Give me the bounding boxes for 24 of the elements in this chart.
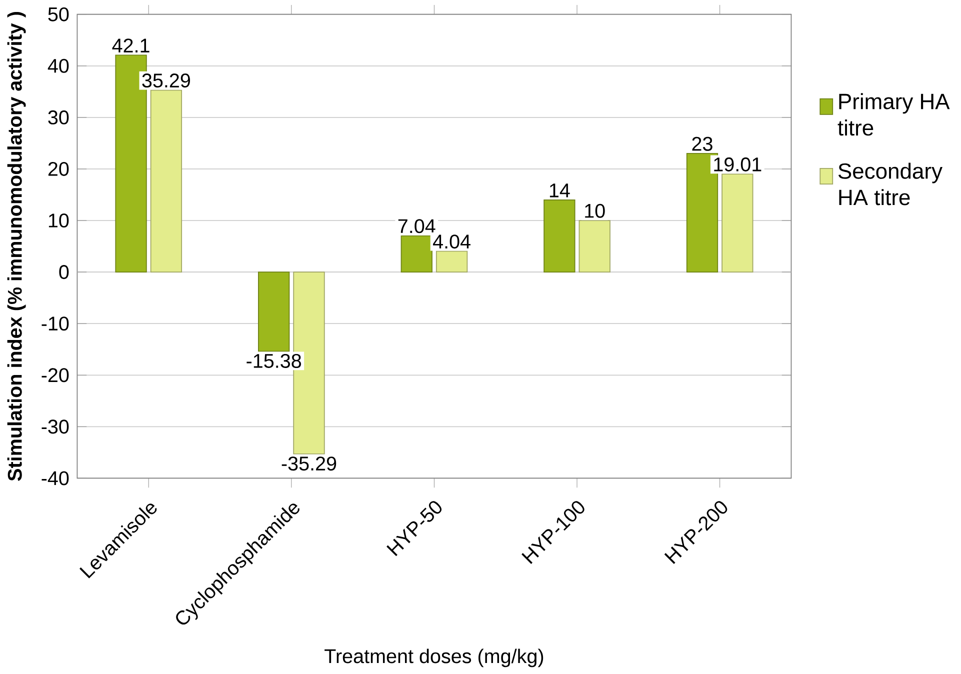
data-label: 42.1	[112, 38, 150, 52]
data-label: 4.04	[432, 234, 470, 248]
legend-label: Secondary HA titre	[838, 162, 942, 206]
y-tick-label: 50	[48, 7, 69, 22]
y-tick-label: -20	[42, 368, 69, 382]
data-label: 10	[585, 204, 605, 218]
legend-label: Primary HA titre	[838, 92, 950, 136]
y-tick-label: -10	[42, 316, 69, 330]
y-axis-title: Stimulation index (% immunomodulatory activity )	[7, 12, 26, 481]
y-tick-label: -40	[42, 470, 69, 486]
data-label: 7.04	[398, 218, 436, 233]
data-label: -15.38	[246, 354, 301, 368]
x-axis-title: Treatment doses (mg/kg)	[324, 648, 544, 667]
data-label: 23	[692, 136, 712, 151]
data-label: 19.01	[714, 157, 762, 172]
data-label: 35.29	[142, 73, 190, 88]
y-tick-label: 10	[48, 213, 69, 228]
y-tick-label: 30	[48, 110, 69, 124]
y-tick-label: 40	[48, 58, 69, 73]
data-label: -35.29	[282, 456, 336, 470]
data-label: 14	[550, 183, 570, 198]
y-tick-label: 20	[48, 162, 69, 176]
y-tick-label: 0	[59, 264, 69, 279]
y-tick-label: -30	[42, 419, 69, 434]
